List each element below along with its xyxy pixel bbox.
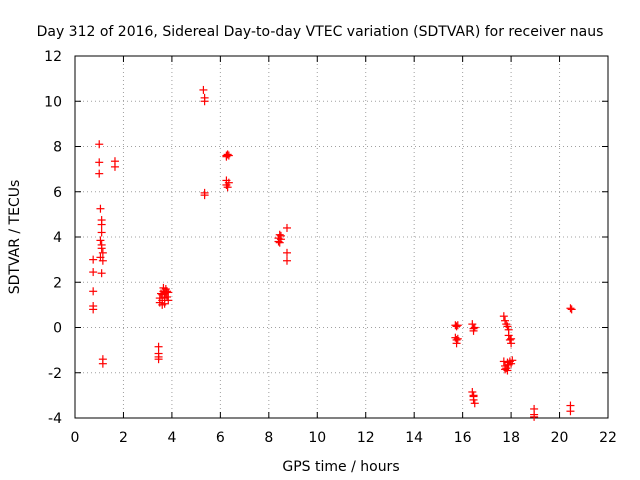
y-tick-label: 12 bbox=[44, 49, 62, 65]
x-axis-label: GPS time / hours bbox=[282, 459, 399, 475]
data-point bbox=[96, 204, 105, 213]
data-point bbox=[530, 412, 539, 421]
data-point bbox=[97, 244, 106, 253]
x-tick-label: 20 bbox=[551, 430, 569, 446]
data-point bbox=[89, 255, 98, 264]
data-point bbox=[468, 387, 477, 396]
data-point bbox=[499, 312, 508, 321]
data-point bbox=[200, 97, 209, 106]
data-point bbox=[470, 399, 479, 408]
data-point bbox=[508, 356, 517, 365]
data-point bbox=[501, 316, 510, 325]
data-point bbox=[95, 140, 104, 149]
data-point bbox=[275, 230, 284, 239]
data-point bbox=[98, 359, 107, 368]
data-point bbox=[453, 321, 462, 330]
x-tick-label: 6 bbox=[216, 430, 225, 446]
data-point bbox=[97, 228, 106, 237]
y-tick-label: 8 bbox=[53, 140, 62, 156]
x-tick-label: 10 bbox=[308, 430, 326, 446]
data-point bbox=[275, 238, 284, 247]
x-tick-label: 2 bbox=[119, 430, 128, 446]
data-point bbox=[98, 256, 107, 265]
data-point bbox=[164, 288, 173, 297]
data-point bbox=[566, 407, 575, 416]
y-tick-label: 2 bbox=[53, 275, 62, 291]
y-axis-label: SDTVAR / TECUs bbox=[7, 180, 23, 295]
x-axis: 0 2 4 6 8 10 12 14 16 18 20 22 bbox=[71, 56, 617, 446]
x-tick-label: 0 bbox=[71, 430, 80, 446]
data-point bbox=[154, 342, 163, 351]
data-point bbox=[199, 85, 208, 94]
y-axis: -4 -2 0 2 4 6 8 10 12 bbox=[44, 49, 608, 427]
data-point bbox=[453, 334, 462, 343]
y-tick-label: 4 bbox=[53, 230, 62, 246]
data-point bbox=[282, 248, 291, 257]
data-point bbox=[224, 178, 233, 187]
data-point bbox=[469, 326, 478, 335]
x-tick-label: 12 bbox=[357, 430, 375, 446]
x-tick-label: 18 bbox=[502, 430, 520, 446]
y-tick-label: -2 bbox=[48, 366, 62, 382]
y-tick-label: 0 bbox=[53, 321, 62, 337]
data-point bbox=[164, 296, 173, 305]
data-point bbox=[276, 235, 285, 244]
x-tick-label: 14 bbox=[405, 430, 423, 446]
data-point bbox=[470, 323, 479, 332]
data-point bbox=[163, 287, 172, 296]
x-tick-label: 8 bbox=[264, 430, 273, 446]
data-point bbox=[89, 287, 98, 296]
x-tick-label: 4 bbox=[167, 430, 176, 446]
data-point bbox=[566, 304, 575, 313]
data-point bbox=[507, 339, 516, 348]
data-point bbox=[282, 223, 291, 232]
data-point bbox=[89, 305, 98, 314]
x-tick-label: 16 bbox=[454, 430, 472, 446]
data-point bbox=[469, 391, 478, 400]
data-point bbox=[567, 305, 576, 314]
data-points bbox=[89, 85, 576, 421]
data-point bbox=[223, 183, 232, 192]
data-point bbox=[505, 335, 514, 344]
y-tick-label: 6 bbox=[53, 185, 62, 201]
data-point bbox=[282, 256, 291, 265]
grid-lines bbox=[75, 56, 608, 418]
chart-title: Day 312 of 2016, Sidereal Day-to-day VTE… bbox=[37, 24, 604, 40]
data-point bbox=[200, 191, 209, 200]
y-tick-label: 10 bbox=[44, 94, 62, 110]
data-point bbox=[452, 322, 461, 331]
data-point bbox=[97, 220, 106, 229]
data-point bbox=[224, 151, 233, 160]
data-point bbox=[503, 322, 512, 331]
data-point bbox=[154, 355, 163, 364]
x-tick-label: 22 bbox=[599, 430, 617, 446]
data-point bbox=[96, 236, 105, 245]
data-point bbox=[452, 339, 461, 348]
data-point bbox=[160, 299, 169, 308]
plot-frame bbox=[74, 55, 609, 419]
y-tick-label: -4 bbox=[48, 411, 62, 427]
data-point bbox=[89, 268, 98, 277]
data-point bbox=[503, 366, 512, 375]
data-point bbox=[95, 169, 104, 178]
data-point bbox=[223, 150, 232, 159]
data-point bbox=[110, 162, 119, 171]
data-point bbox=[95, 158, 104, 167]
data-point bbox=[507, 359, 516, 368]
data-point bbox=[97, 269, 106, 278]
data-point bbox=[98, 248, 107, 257]
